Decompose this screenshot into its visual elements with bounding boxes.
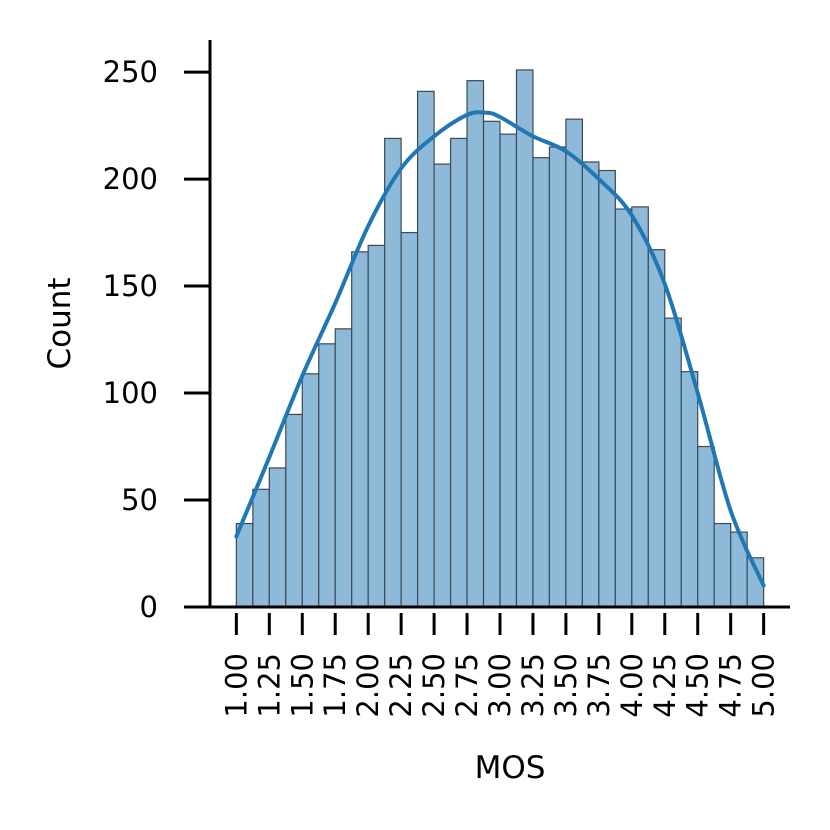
histogram-bar <box>499 133 518 608</box>
histogram-bar <box>351 251 369 608</box>
histogram-bar <box>367 244 386 608</box>
x-tick-label: 4.50 <box>681 653 715 718</box>
x-tick-label: 2.50 <box>417 653 451 718</box>
y-tick-label: 50 <box>121 483 158 517</box>
histogram-bar <box>614 208 633 608</box>
histogram-bar <box>680 371 699 608</box>
histogram-bar <box>301 373 320 608</box>
y-tick-label: 0 <box>140 590 158 624</box>
histogram-bar <box>449 137 468 608</box>
histogram-bar <box>581 161 600 608</box>
histogram-bar <box>697 445 715 608</box>
histogram-bar <box>268 467 287 608</box>
histogram-bar <box>515 69 534 608</box>
histogram-bar <box>598 169 616 608</box>
x-tick-label: 4.25 <box>648 653 682 718</box>
histogram-bar <box>664 317 682 608</box>
x-axis-ticks: 1.001.251.501.752.002.252.502.753.003.25… <box>219 613 781 718</box>
kde-curve <box>234 110 766 588</box>
histogram-bar <box>384 137 402 608</box>
x-tick-label: 3.75 <box>582 653 616 718</box>
x-tick-label: 4.75 <box>714 653 748 718</box>
x-tick-label: 1.25 <box>252 653 286 718</box>
histogram-bar <box>482 120 501 608</box>
histogram-bar <box>548 146 567 608</box>
histogram-bar <box>647 249 666 608</box>
histogram-bar <box>713 522 732 608</box>
y-axis-title: Count <box>42 277 78 369</box>
histogram-bar <box>466 80 485 608</box>
histogram-bar <box>235 522 254 608</box>
histogram-bar <box>334 328 353 608</box>
x-tick-label: 2.25 <box>384 653 418 718</box>
histogram-bars <box>235 69 765 608</box>
x-tick-label: 1.00 <box>219 653 253 718</box>
x-axis-title: MOS <box>475 750 546 786</box>
histogram-bar <box>532 157 551 608</box>
x-tick-label: 2.75 <box>450 653 484 718</box>
x-tick-label: 1.75 <box>318 653 352 718</box>
x-tick-label: 5.00 <box>747 653 781 718</box>
y-tick-label: 250 <box>103 55 158 89</box>
y-tick-label: 200 <box>103 162 158 196</box>
y-axis-ticks: 0 50 100 150 200 250 <box>103 55 210 624</box>
x-tick-label: 2.00 <box>351 653 385 718</box>
x-tick-label: 1.50 <box>285 653 319 718</box>
x-tick-label: 3.00 <box>483 653 517 718</box>
histogram-bar <box>252 488 270 608</box>
histogram-bar <box>318 343 336 608</box>
x-tick-label: 3.25 <box>516 653 550 718</box>
histogram-bar <box>565 118 583 608</box>
y-tick-label: 100 <box>103 376 158 410</box>
x-tick-label: 3.50 <box>549 653 583 718</box>
histogram-bar <box>433 163 452 608</box>
histogram-bar <box>631 206 649 608</box>
x-tick-label: 4.00 <box>615 653 649 718</box>
histogram-bar <box>417 90 435 608</box>
y-tick-label: 150 <box>103 269 158 303</box>
histogram-bar <box>285 413 303 608</box>
histogram-bar <box>400 231 419 608</box>
